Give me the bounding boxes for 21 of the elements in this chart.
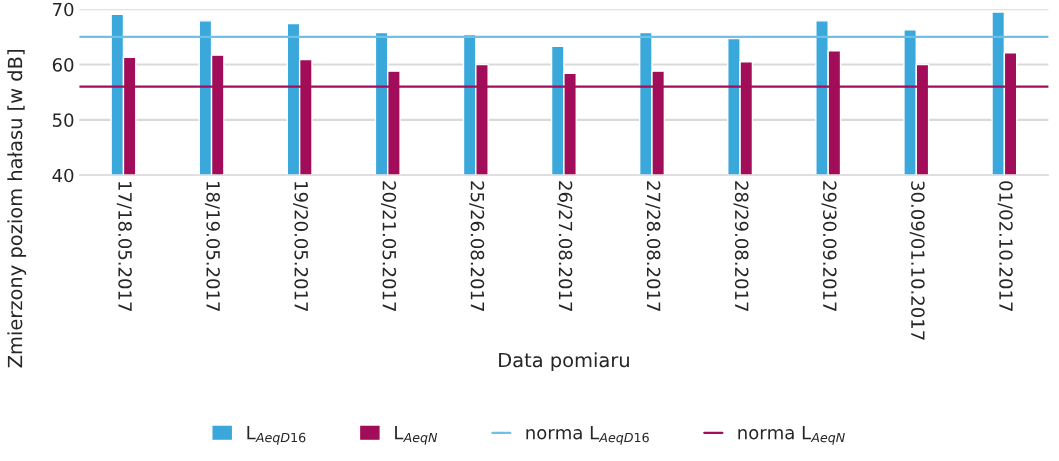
legend-label: L$_{AeqN}$	[395, 425, 438, 445]
x-tick-label: 18/19.05.2017	[204, 182, 220, 311]
legend-label: norma L$_{AeqN}$	[738, 425, 845, 445]
x-tick-label: 29/30.09.2017	[821, 181, 837, 311]
y-tick-label: 70	[53, 2, 74, 17]
x-tick-label: 20/21.05.2017	[381, 181, 397, 311]
x-axis-title: Data pomiaru	[499, 352, 629, 372]
x-tick-label: 25/26.08.2017	[469, 181, 485, 311]
x-tick-label: 01/02.10.2017	[997, 181, 1013, 311]
x-tick-label: 27/28.08.2017	[645, 181, 661, 311]
x-tick-label: 17/18.05.2017	[116, 182, 132, 311]
y-tick-label: 60	[52, 58, 74, 72]
y-axis-title: Zmierzony poziom hałasu [w dB]	[7, 50, 27, 368]
y-tick-label: 40	[52, 168, 74, 183]
x-tick-label: 26/27.08.2017	[557, 181, 573, 311]
legend-label: norma L$_{AeqD16}$	[526, 425, 649, 445]
legend-label: L$_{AeqD16}$	[247, 425, 306, 445]
x-tick-label: 19/20.05.2017	[292, 182, 309, 311]
x-tick-label: 30.09/01.10.2017	[909, 181, 925, 340]
x-tick-label: 28/29.08.2017	[733, 181, 749, 311]
y-tick-label: 50	[52, 113, 74, 127]
